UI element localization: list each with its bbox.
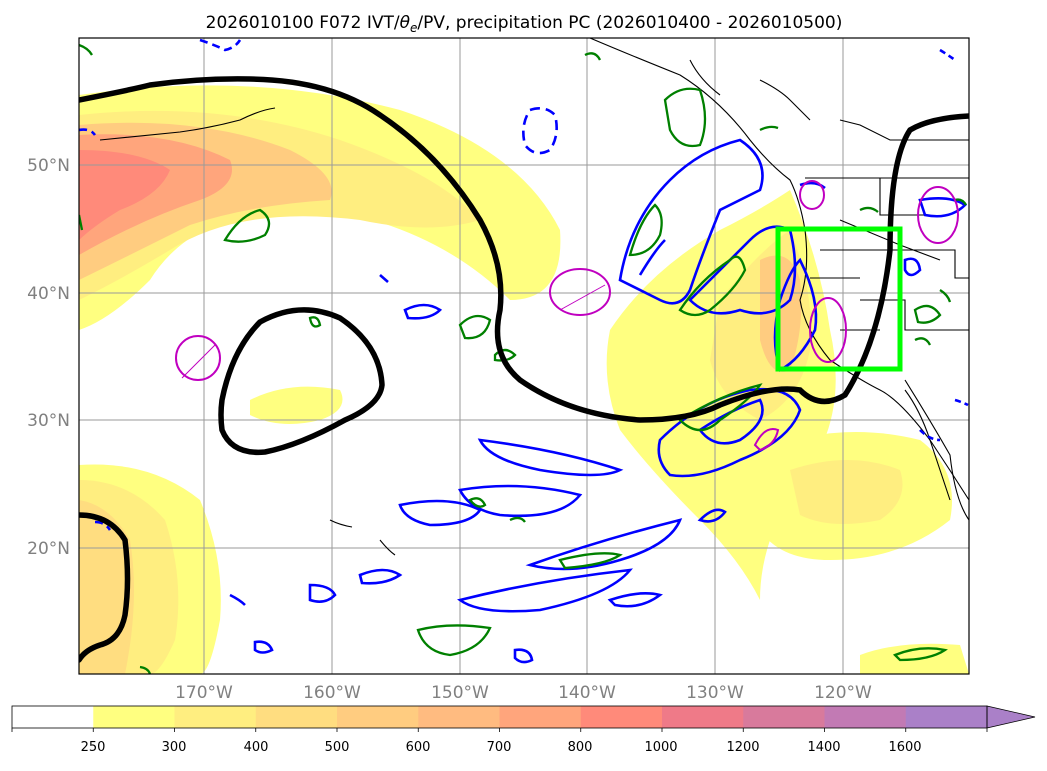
colorbar-tick-label: 1200 [726,740,759,755]
colorbar-cell [824,706,907,728]
colorbar-cell [93,706,175,728]
colorbar-cell [905,706,988,728]
lon-label: 160°W [303,683,361,703]
pv-anomaly-contours [175,180,959,452]
latitude-labels: 50°N 40°N 30°N 20°N [27,156,70,559]
colorbar: 250 300 400 500 600 700 800 1000 1200 14… [11,705,1036,755]
lon-label: 130°W [686,683,744,703]
lon-label: 170°W [175,683,233,703]
colorbar-cell [499,706,582,728]
lon-label: 120°W [814,683,872,703]
colorbar-cell [743,706,825,728]
colorbar-tick-label: 400 [244,740,269,755]
colorbar-cell [337,706,419,728]
colorbar-cell [662,706,744,728]
colorbar-cell [580,706,663,728]
map-frame [78,37,970,675]
colorbar-tick-label: 1400 [807,740,840,755]
colorbar-tick-label: 500 [325,740,350,755]
colorbar-tick-label: 600 [406,740,431,755]
target-region-box [775,226,903,372]
colorbar-tick-labels: 250 300 400 500 600 700 800 1000 1200 14… [81,740,922,755]
lat-label: 20°N [27,539,70,559]
map-panel [79,38,969,674]
colorbar-tick-label: 250 [81,740,106,755]
lat-label: 50°N [27,156,70,176]
theta-e-contours [79,38,969,664]
colorbar-cells [12,706,988,728]
colorbar-tick-label: 1000 [644,740,677,755]
colorbar-cell [174,706,257,728]
ivt-shading-north-pacific [79,85,561,330]
colorbar-tick-label: 1600 [888,740,921,755]
colorbar-cell [418,706,500,728]
colorbar-cell [255,706,338,728]
colorbar-tick-label: 300 [162,740,187,755]
colorbar-tick-label: 700 [487,740,512,755]
lon-label: 150°W [431,683,489,703]
figure-title: 2026010100 F072 IVT/θe/PV, precipitation… [206,13,843,35]
lat-label: 40°N [27,284,70,304]
lat-label: 30°N [27,411,70,431]
colorbar-ticks [11,728,988,732]
pv-thick-contours [79,76,969,663]
colorbar-cell [12,706,94,728]
lon-label: 140°W [558,683,616,703]
coastlines [99,38,969,556]
colorbar-extend-arrow [986,705,1036,729]
longitude-labels: 170°W 160°W 150°W 140°W 130°W 120°W [175,683,872,703]
colorbar-tick-label: 800 [568,740,593,755]
